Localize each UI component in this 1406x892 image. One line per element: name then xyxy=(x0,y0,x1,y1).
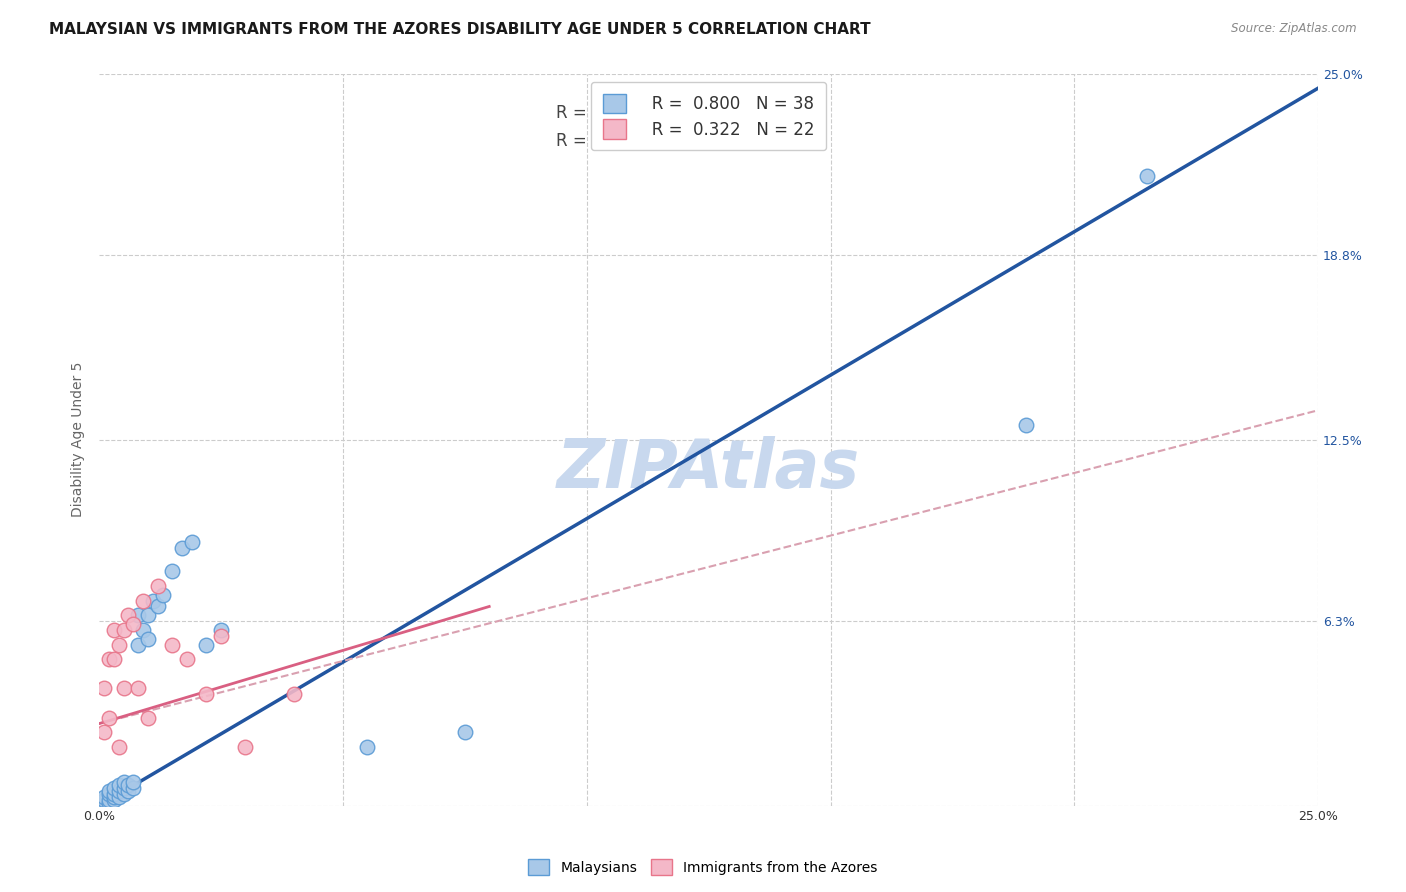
Point xyxy=(112,623,135,637)
Point xyxy=(136,711,159,725)
Point xyxy=(209,623,232,637)
Text: R =: R = xyxy=(557,104,598,122)
Point xyxy=(97,787,120,801)
Point xyxy=(112,780,135,795)
Point xyxy=(112,681,135,696)
Text: N =: N = xyxy=(669,104,717,122)
Text: Source: ZipAtlas.com: Source: ZipAtlas.com xyxy=(1232,22,1357,36)
Point xyxy=(97,793,120,807)
Point xyxy=(136,632,159,646)
Point xyxy=(97,652,120,666)
Point xyxy=(127,638,149,652)
Point xyxy=(107,638,129,652)
Text: R =: R = xyxy=(557,132,598,150)
Point xyxy=(127,681,149,696)
Point xyxy=(103,623,125,637)
Point xyxy=(127,608,149,623)
Point xyxy=(93,789,115,804)
Point xyxy=(132,623,155,637)
Point xyxy=(97,784,120,798)
Point xyxy=(122,780,145,795)
Point xyxy=(93,793,115,807)
Point xyxy=(162,638,184,652)
Legend: Malaysians, Immigrants from the Azores: Malaysians, Immigrants from the Azores xyxy=(523,854,883,880)
Point xyxy=(180,535,202,549)
Point xyxy=(136,608,159,623)
Point xyxy=(235,740,257,755)
Point xyxy=(107,784,129,798)
Point xyxy=(454,725,477,739)
Point xyxy=(97,796,120,810)
Point xyxy=(176,652,198,666)
Point xyxy=(103,780,125,795)
Point xyxy=(152,588,174,602)
Point xyxy=(195,687,218,701)
Point xyxy=(107,778,129,792)
Point xyxy=(97,711,120,725)
Point xyxy=(142,593,165,607)
Legend:    R =  0.800   N = 38,    R =  0.322   N = 22: R = 0.800 N = 38, R = 0.322 N = 22 xyxy=(591,82,827,151)
Y-axis label: Disability Age Under 5: Disability Age Under 5 xyxy=(72,362,86,517)
Point xyxy=(117,784,139,798)
Point xyxy=(112,787,135,801)
Point xyxy=(170,541,193,555)
Point xyxy=(117,778,139,792)
Point xyxy=(1014,417,1036,432)
Text: ZIPAtlas: ZIPAtlas xyxy=(557,436,860,502)
Point xyxy=(146,599,169,614)
Point xyxy=(209,629,232,643)
Text: 22: 22 xyxy=(717,132,738,150)
Point xyxy=(356,740,378,755)
Text: N =: N = xyxy=(669,132,717,150)
Text: MALAYSIAN VS IMMIGRANTS FROM THE AZORES DISABILITY AGE UNDER 5 CORRELATION CHART: MALAYSIAN VS IMMIGRANTS FROM THE AZORES … xyxy=(49,22,870,37)
Point xyxy=(93,796,115,810)
Point xyxy=(107,789,129,804)
Point xyxy=(103,652,125,666)
Point xyxy=(103,789,125,804)
Point xyxy=(283,687,305,701)
Point xyxy=(122,617,145,632)
Point xyxy=(132,593,155,607)
Point xyxy=(93,681,115,696)
Point xyxy=(146,579,169,593)
Point xyxy=(122,775,145,789)
Text: 0.322: 0.322 xyxy=(612,132,659,150)
Point xyxy=(103,787,125,801)
Point xyxy=(107,740,129,755)
Point xyxy=(195,638,218,652)
Point xyxy=(93,725,115,739)
Point xyxy=(117,608,139,623)
Point xyxy=(103,793,125,807)
Point xyxy=(162,565,184,579)
Text: 0.800: 0.800 xyxy=(612,104,658,122)
Point xyxy=(112,775,135,789)
Text: 38: 38 xyxy=(717,104,738,122)
Point xyxy=(1136,169,1159,183)
